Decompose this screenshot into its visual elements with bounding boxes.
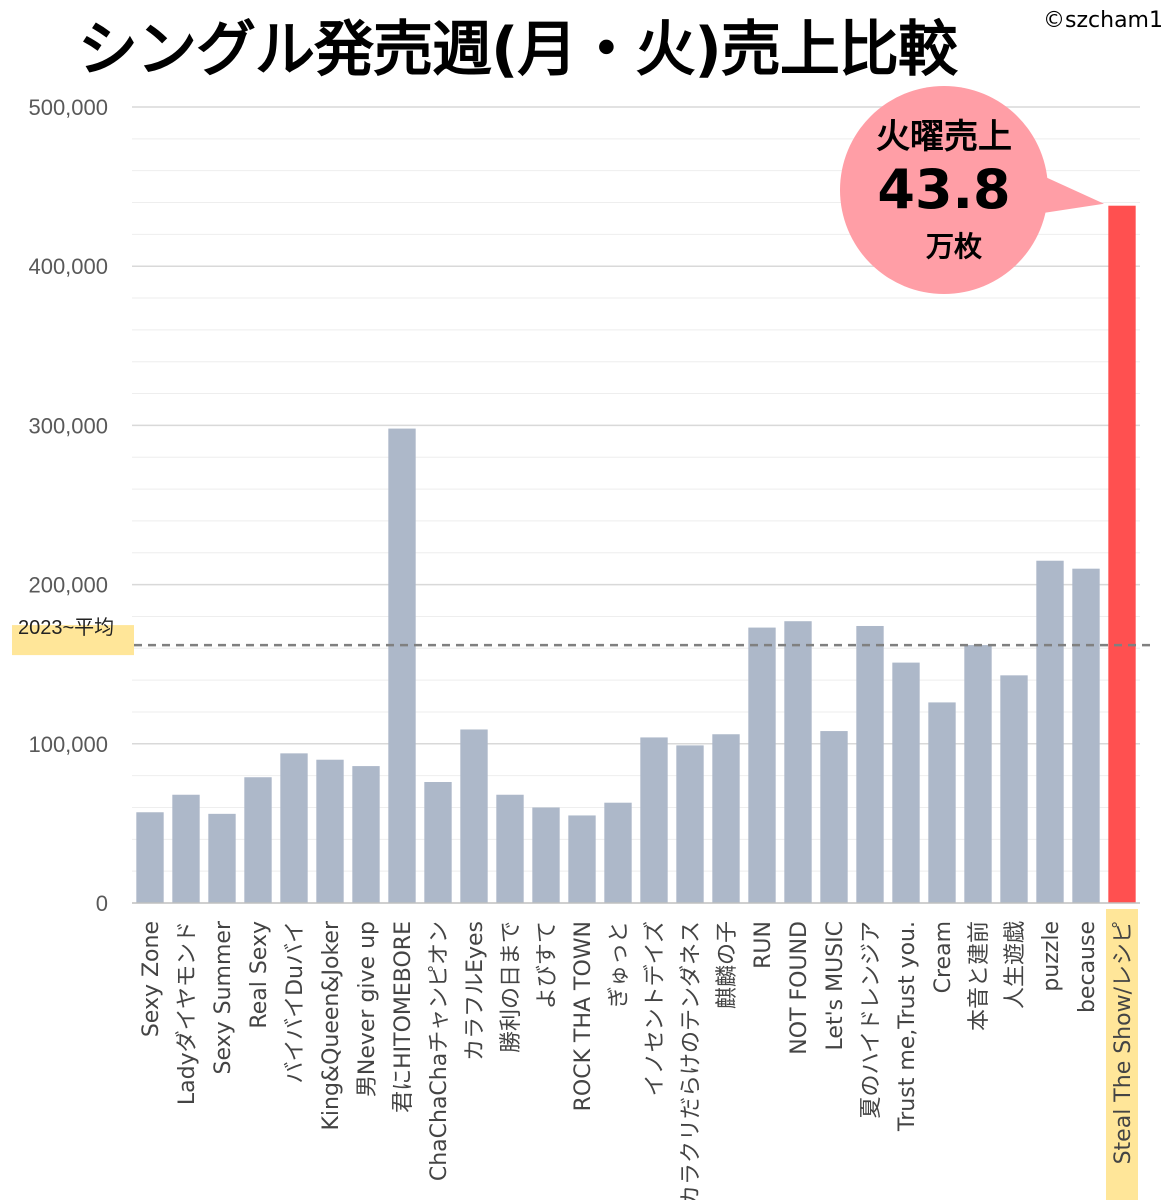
category-label: 本音と建前 [967,921,992,1031]
bar [532,807,560,903]
category-label: NOT FOUND [787,921,812,1055]
bar [460,729,488,903]
category-label: Let's MUSIC [823,921,848,1050]
y-tick-label: 400,000 [28,254,108,279]
y-tick-label: 200,000 [28,573,108,598]
bar [856,625,884,903]
bar [496,794,524,903]
average-label: 2023~平均 [18,616,114,639]
category-label: Sexy Zone [139,921,164,1037]
y-tick-label: 0 [96,891,108,916]
bar [316,759,344,903]
sales-callout: 火曜売上 43.8 万枚 [840,86,1104,294]
category-label: 勝利の日まで [499,921,524,1053]
bar [676,745,704,903]
bar [604,802,632,903]
callout-label: 火曜売上 [876,117,1012,157]
bar [928,702,956,903]
category-label: Sexy Summer [211,920,236,1074]
bar [424,782,452,903]
bar [1000,675,1028,903]
bar [712,734,740,903]
y-tick-label: 100,000 [28,732,108,757]
bar [820,731,848,903]
category-label: Ladyダイヤモンド [175,921,200,1105]
y-tick-label: 500,000 [28,95,108,120]
x-axis-labels: Sexy Zone Ladyダイヤモンド Sexy Summer Real Sexy バ… [139,920,1136,1200]
category-label: RUN [751,921,776,969]
highlight-bar [1108,205,1136,904]
callout-pointer [1030,170,1104,215]
category-label: 人生遊戯 [1003,921,1028,1009]
category-label: because [1075,921,1100,1013]
category-label: 男Never give up [355,921,380,1097]
category-label: 夏のハイドレンジア [859,921,884,1119]
bar [784,621,812,903]
bar [748,627,776,903]
category-label: Trust me,Trust you. [895,921,920,1132]
callout-value: 43.8 [877,158,1010,221]
average-label-band [12,625,134,656]
category-label: イノセントデイズ [643,921,668,1096]
category-label: ChaChaChaチャンピオン [427,921,452,1181]
bar [1036,560,1064,903]
category-label: ROCK THA TOWN [571,921,596,1111]
bar [388,428,416,903]
y-axis-labels: 0 100,000 200,000 300,000 400,000 500,000 [28,95,108,916]
callout-unit: 万枚 [926,230,982,263]
bar [280,753,308,903]
category-label: よびすて [535,921,560,1009]
category-label: カラクリだらけのテンダネス [679,921,704,1200]
bar [640,737,668,903]
category-label: ぎゅっと [607,921,632,1008]
bars [136,205,1136,904]
bar [964,645,992,903]
bar [892,662,920,903]
category-label: 君にHITOMEBORE [391,921,416,1113]
bar [136,812,164,903]
category-label: 麒麟の子 [715,921,740,1009]
category-label: Cream [931,921,956,993]
category-label: King&Queen&Joker [319,920,344,1130]
bar [568,815,596,903]
bar [1072,568,1100,903]
highlight-category-label: Steal The Show/レシピ [1111,921,1136,1164]
category-label: Real Sexy [247,921,272,1029]
highlight-category-band [1106,909,1138,1200]
credit-text: ©szcham1 [1043,8,1163,33]
y-tick-label: 300,000 [28,413,108,438]
category-label: カラフルEyes [463,921,488,1061]
callout-bubble [840,86,1048,294]
bar [172,794,200,903]
category-label: バイバイDuバイ [283,921,308,1083]
bar [208,813,236,903]
page-title: シングル発売週(月・火)売上比較 [78,15,958,85]
bar [244,777,272,903]
bar [352,766,380,903]
category-label: puzzle [1039,921,1064,992]
